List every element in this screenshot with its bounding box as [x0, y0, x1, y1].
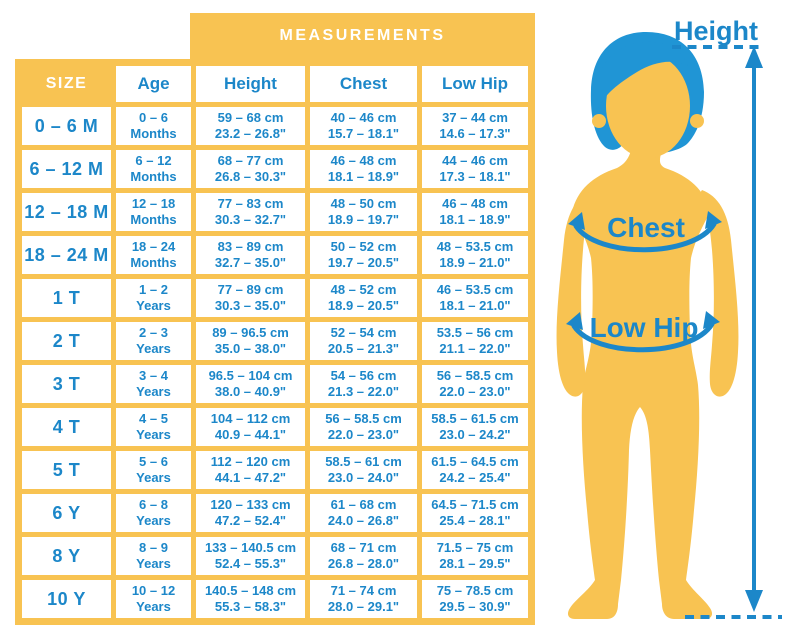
- measurements-banner-title: MEASUREMENTS: [279, 27, 446, 44]
- column-header-age: Age: [116, 66, 191, 102]
- age-cell: 2 – 3 Years: [116, 322, 191, 360]
- height-annotation: Height: [672, 16, 782, 619]
- body-measurement-diagram: Height Chest Low Hip: [535, 0, 785, 633]
- chest-cell: 61 – 68 cm 24.0 – 26.8": [310, 494, 417, 532]
- chest-cell: 46 – 48 cm 18.1 – 18.9": [310, 150, 417, 188]
- chest-arrowhead-right: [705, 211, 722, 229]
- age-cell: 18 – 24 Months: [116, 236, 191, 274]
- child-body-silhouette: [556, 140, 739, 619]
- column-header-low-hip: Low Hip: [422, 66, 528, 102]
- height-cell: 89 – 96.5 cm 35.0 – 38.0": [196, 322, 305, 360]
- chest-label: Chest: [607, 212, 685, 243]
- chest-cell: 71 – 74 cm 28.0 – 29.1": [310, 580, 417, 618]
- size-cell: 5 T: [22, 451, 111, 489]
- low-hip-cell: 44 – 46 cm 17.3 – 18.1": [422, 150, 528, 188]
- height-label: Height: [674, 16, 758, 46]
- low-hip-cell: 61.5 – 64.5 cm 24.2 – 25.4": [422, 451, 528, 489]
- column-header-chest: Chest: [310, 66, 417, 102]
- size-cell: 6 Y: [22, 494, 111, 532]
- size-cell: 3 T: [22, 365, 111, 403]
- height-cell: 120 – 133 cm 47.2 – 52.4": [196, 494, 305, 532]
- chest-girth-arc: [573, 221, 717, 253]
- low-hip-cell: 48 – 53.5 cm 18.9 – 21.0": [422, 236, 528, 274]
- age-cell: 3 – 4 Years: [116, 365, 191, 403]
- chest-cell: 48 – 52 cm 18.9 – 20.5": [310, 279, 417, 317]
- chest-cell: 48 – 50 cm 18.9 – 19.7": [310, 193, 417, 231]
- low-hip-cell: 58.5 – 61.5 cm 23.0 – 24.2": [422, 408, 528, 446]
- size-cell: 6 – 12 M: [22, 150, 111, 188]
- size-cell: 8 Y: [22, 537, 111, 575]
- size-cell: 18 – 24 M: [22, 236, 111, 274]
- chest-cell: 56 – 58.5 cm 22.0 – 23.0": [310, 408, 417, 446]
- low-hip-cell: 75 – 78.5 cm 29.5 – 30.9": [422, 580, 528, 618]
- low-hip-label: Low Hip: [590, 312, 699, 343]
- size-cell: 12 – 18 M: [22, 193, 111, 231]
- size-table: MEASUREMENTS SIZE Age Height Chest Low H…: [15, 13, 535, 625]
- age-cell: 6 – 8 Years: [116, 494, 191, 532]
- age-cell: 6 – 12 Months: [116, 150, 191, 188]
- height-cell: 77 – 83 cm 30.3 – 32.7": [196, 193, 305, 231]
- size-cell: 1 T: [22, 279, 111, 317]
- size-cell: 0 – 6 M: [22, 107, 111, 145]
- chest-arrowhead-left: [568, 212, 585, 230]
- chest-annotation: Chest: [568, 211, 722, 253]
- age-cell: 8 – 9 Years: [116, 537, 191, 575]
- chest-cell: 68 – 71 cm 26.8 – 28.0": [310, 537, 417, 575]
- low-hip-arrowhead-right: [703, 311, 720, 329]
- age-cell: 1 – 2 Years: [116, 279, 191, 317]
- low-hip-cell: 46 – 53.5 cm 18.1 – 21.0": [422, 279, 528, 317]
- low-hip-annotation: Low Hip: [566, 311, 720, 353]
- low-hip-cell: 37 – 44 cm 14.6 – 17.3": [422, 107, 528, 145]
- low-hip-cell: 71.5 – 75 cm 28.1 – 29.5": [422, 537, 528, 575]
- low-hip-cell: 64.5 – 71.5 cm 25.4 – 28.1": [422, 494, 528, 532]
- height-cell: 104 – 112 cm 40.9 – 44.1": [196, 408, 305, 446]
- low-hip-cell: 56 – 58.5 cm 22.0 – 23.0": [422, 365, 528, 403]
- height-cell: 140.5 – 148 cm 55.3 – 58.3": [196, 580, 305, 618]
- low-hip-cell: 46 – 48 cm 18.1 – 18.9": [422, 193, 528, 231]
- height-arrowhead-up: [745, 46, 763, 68]
- height-cell: 59 – 68 cm 23.2 – 26.8": [196, 107, 305, 145]
- size-cell: 4 T: [22, 408, 111, 446]
- size-cell: 2 T: [22, 322, 111, 360]
- age-cell: 0 – 6 Months: [116, 107, 191, 145]
- height-cell: 68 – 77 cm 26.8 – 30.3": [196, 150, 305, 188]
- face: [606, 54, 690, 158]
- column-header-size: SIZE: [22, 66, 111, 102]
- right-ear: [690, 114, 704, 128]
- measurements-banner: MEASUREMENTS: [190, 13, 535, 59]
- height-cell: 112 – 120 cm 44.1 – 47.2": [196, 451, 305, 489]
- size-cell: 10 Y: [22, 580, 111, 618]
- age-cell: 4 – 5 Years: [116, 408, 191, 446]
- height-cell: 96.5 – 104 cm 38.0 – 40.9": [196, 365, 305, 403]
- left-ear: [592, 114, 606, 128]
- child-head: [590, 32, 704, 158]
- chest-cell: 54 – 56 cm 21.3 – 22.0": [310, 365, 417, 403]
- column-header-height: Height: [196, 66, 305, 102]
- low-hip-cell: 53.5 – 56 cm 21.1 – 22.0": [422, 322, 528, 360]
- hair-bangs: [592, 41, 688, 109]
- height-cell: 77 – 89 cm 30.3 – 35.0": [196, 279, 305, 317]
- height-arrowhead-down: [745, 590, 763, 612]
- age-cell: 12 – 18 Months: [116, 193, 191, 231]
- chest-cell: 52 – 54 cm 20.5 – 21.3": [310, 322, 417, 360]
- age-cell: 5 – 6 Years: [116, 451, 191, 489]
- chest-cell: 40 – 46 cm 15.7 – 18.1": [310, 107, 417, 145]
- age-cell: 10 – 12 Years: [116, 580, 191, 618]
- chest-cell: 50 – 52 cm 19.7 – 20.5": [310, 236, 417, 274]
- height-cell: 133 – 140.5 cm 52.4 – 55.3": [196, 537, 305, 575]
- low-hip-girth-arc: [571, 321, 715, 353]
- chest-cell: 58.5 – 61 cm 23.0 – 24.0": [310, 451, 417, 489]
- low-hip-arrowhead-left: [566, 312, 583, 330]
- height-cell: 83 – 89 cm 32.7 – 35.0": [196, 236, 305, 274]
